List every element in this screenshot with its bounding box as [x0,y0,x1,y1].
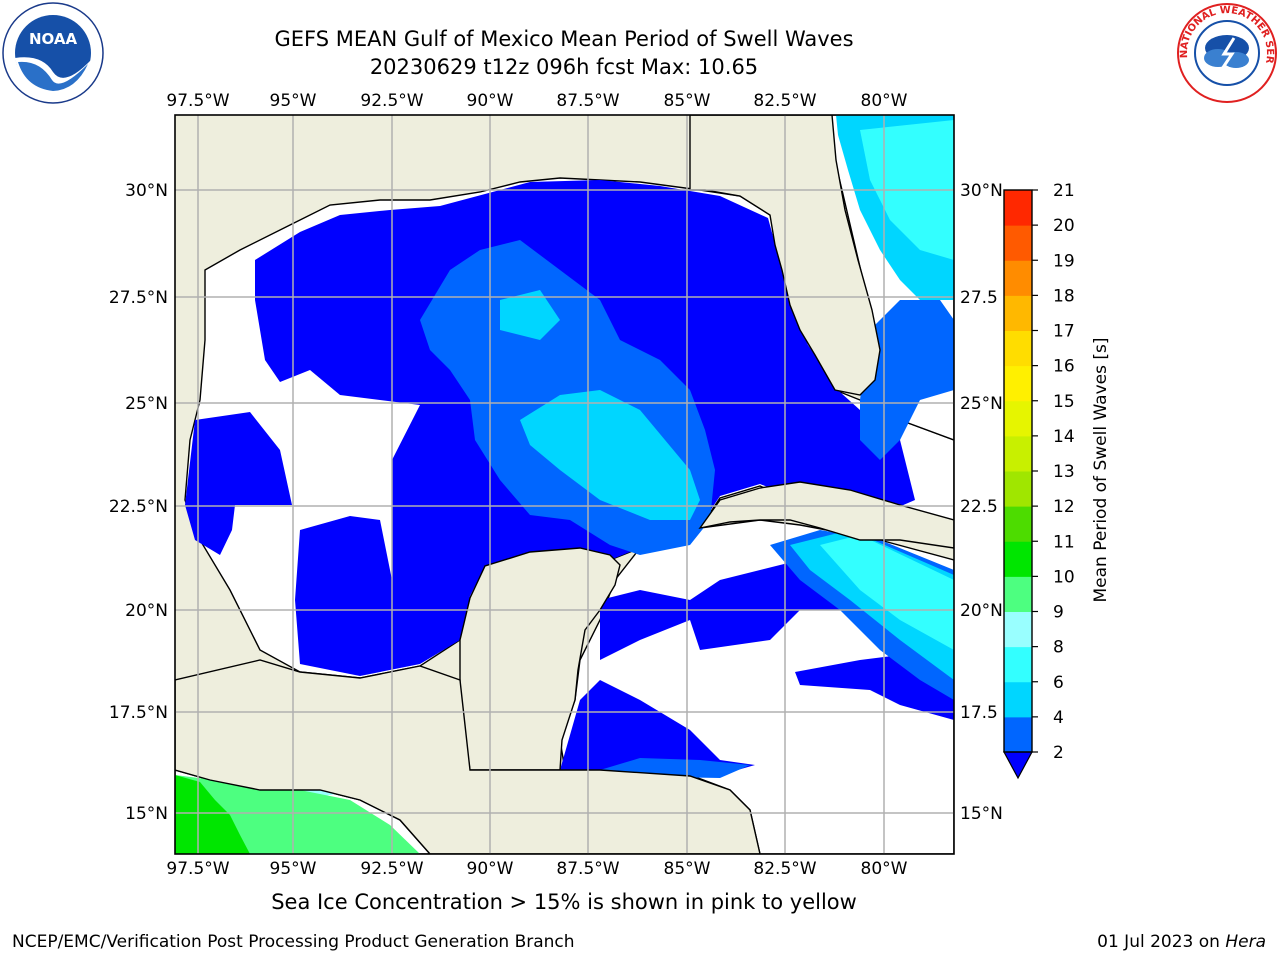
colorbar-tick-label: 20 [1053,216,1075,236]
lon-label: 92.5°W [360,91,423,111]
lat-label: 22.5°N [109,497,168,517]
colorbar-segment [1004,611,1032,648]
lon-label: 90°W [467,859,514,879]
colorbar-tick-label: 21 [1053,181,1075,201]
colorbar-tick-label: 6 [1053,673,1064,693]
colorbar-segment [1004,681,1032,718]
colorbar-segment [1004,365,1032,402]
colorbar-tick-label: 16 [1053,357,1075,377]
lon-label: 87.5°W [556,91,619,111]
lat-label: 15°N [960,804,1003,824]
swell-6-8s-caribbean [820,535,954,650]
central-america-land [175,659,761,854]
lon-label: 82.5°W [753,91,816,111]
colorbar-tick-label: 18 [1053,286,1075,306]
colorbar-segment [1004,400,1032,437]
colorbar-segment [1004,716,1032,753]
date-stamp-date: 01 Jul 2023 on [1097,932,1226,952]
colorbar-tick-label: 13 [1053,462,1075,482]
lat-label: 17.5°N [109,703,168,723]
lon-label: 97.5°W [166,859,229,879]
lon-label: 87.5°W [556,859,619,879]
colorbar-segment [1004,471,1032,507]
colorbar-segment [1004,225,1032,261]
lat-labels-right: 30°N 27.5 25°N 22.5 20°N 17.5 15°N [960,181,1003,824]
lat-label: 15°N [125,804,168,824]
lat-label: 25°N [960,394,1003,414]
lon-label: 92.5°W [360,859,423,879]
colorbar-segment [1004,576,1032,612]
colorbar-tick-label: 2 [1053,743,1064,763]
noaa-logo-text: NOAA [29,30,78,48]
lat-label: 27.5°N [109,288,168,308]
lon-label: 95°W [270,859,317,879]
colorbar: 2 4 6 8 9 10 11 12 13 14 15 16 17 18 19 20 21 [1002,181,1075,780]
map-title: GEFS MEAN Gulf of Mexico Mean Period of … [274,27,854,51]
map-subtitle: 20230629 t12z 096h fcst Max: 10.65 [369,55,759,79]
lon-label: 85°W [664,859,711,879]
lon-labels-top: 97.5°W 95°W 92.5°W 90°W 87.5°W 85°W 82.5°W 80°W [166,91,907,111]
colorbar-segment [1004,190,1032,226]
colorbar-segment [1004,435,1032,472]
lat-label: 20°N [960,601,1003,621]
colorbar-label: Mean Period of Swell Waves [s] [1091,338,1111,603]
lat-label: 30°N [960,181,1003,201]
lat-label: 17.5 [960,703,998,723]
swell-under-2s-honduras [560,680,755,775]
colorbar-tick-label: 12 [1053,497,1075,517]
lat-label: 30°N [125,181,168,201]
swell-4-6s-yucatan [520,390,700,520]
credit-line: NCEP/EMC/Verification Post Processing Pr… [12,932,575,952]
graticule [175,115,954,854]
noaa-logo-icon: NOAA [2,2,104,104]
swell-10-11s-pacific [175,775,250,854]
lat-labels-left: 30°N 27.5°N 25°N 22.5°N 20°N 17.5°N 15°N [109,181,168,824]
colorbar-tick-label: 9 [1053,603,1064,623]
lon-labels-bottom: 97.5°W 95°W 92.5°W 90°W 87.5°W 85°W 82.5°W 80°W [166,859,907,879]
date-stamp-host: Hera [1225,932,1266,952]
map-frame [174,114,955,855]
colorbar-tick-label: 19 [1053,251,1075,271]
lon-label: 85°W [664,91,711,111]
lon-label: 95°W [270,91,317,111]
lat-label: 27.5 [960,288,998,308]
colorbar-tick-label: 14 [1053,427,1075,447]
date-stamp: 01 Jul 2023 on Hera [1097,932,1266,952]
colorbar-segment [1004,260,1032,296]
map-field [175,115,954,854]
colorbar-segment [1004,330,1032,367]
lon-label: 80°W [861,91,908,111]
colorbar-tick-label: 4 [1053,708,1064,728]
colorbar-tick-label: 17 [1053,322,1075,342]
colorbar-segment [1004,541,1032,577]
lat-label: 20°N [125,601,168,621]
lon-label: 82.5°W [753,859,816,879]
colorbar-tick-label: 8 [1053,638,1064,658]
lon-label: 90°W [467,91,514,111]
nws-logo-icon: NATIONAL WEATHER SERVICE [1176,2,1277,103]
lat-label: 22.5 [960,497,998,517]
lat-label: 25°N [125,394,168,414]
cuba-land [698,481,954,549]
colorbar-tick-label: 10 [1053,567,1075,587]
colorbar-under-arrow [1002,751,1034,780]
colorbar-segment [1004,646,1032,683]
colorbar-segment [1004,295,1032,331]
colorbar-segment [1004,506,1032,542]
swell-under-2s-west [185,412,292,555]
colorbar-tick-label: 15 [1053,392,1075,412]
colorbar-tick-label: 11 [1053,532,1075,552]
lon-label: 80°W [861,859,908,879]
swell-4-6s-central [500,290,560,340]
lon-label: 97.5°W [166,91,229,111]
sea-ice-note: Sea Ice Concentration > 15% is shown in … [271,890,857,914]
